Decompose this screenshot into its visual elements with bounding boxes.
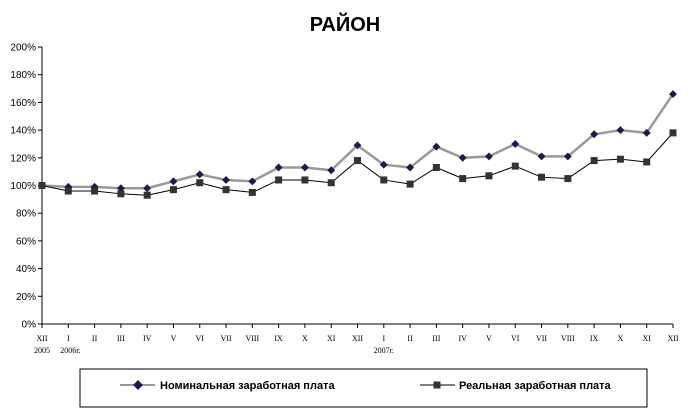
x-tick-label: I xyxy=(382,334,385,343)
y-tick-label: 60% xyxy=(16,236,36,247)
data-point-real xyxy=(643,158,651,166)
data-point-nominal xyxy=(511,139,520,148)
data-point-real xyxy=(117,190,125,198)
y-tick-label: 120% xyxy=(10,153,36,164)
x-tick-label: VIII xyxy=(561,334,575,343)
data-point-nominal xyxy=(458,153,467,162)
x-tick-label: XI xyxy=(642,334,651,343)
data-point-real xyxy=(616,155,624,163)
data-point-nominal xyxy=(353,141,362,150)
data-point-real xyxy=(91,187,99,195)
data-point-nominal xyxy=(432,142,441,151)
legend-marker-real xyxy=(433,381,441,389)
x-tick-label: VI xyxy=(511,334,520,343)
y-tick-label: 200% xyxy=(10,43,36,54)
x-tick-label: XII xyxy=(667,334,678,343)
x-tick-label: XII xyxy=(36,334,47,343)
x-tick-label: IV xyxy=(143,334,152,343)
data-point-nominal xyxy=(484,152,493,161)
data-point-real xyxy=(380,176,388,184)
data-point-nominal xyxy=(143,184,152,193)
legend-marker-nominal xyxy=(133,380,143,390)
data-point-nominal xyxy=(169,177,178,186)
x-tick-label: XI xyxy=(327,334,336,343)
data-point-real xyxy=(406,180,414,188)
data-point-nominal xyxy=(590,130,599,139)
series-line-nominal xyxy=(41,93,675,190)
x-tick-label: VII xyxy=(220,334,231,343)
data-point-nominal xyxy=(116,184,125,193)
y-tick-label: 100% xyxy=(10,181,36,192)
y-tick-label: 180% xyxy=(10,70,36,81)
x-tick-label: X xyxy=(302,334,308,343)
x-tick-label: III xyxy=(117,334,125,343)
data-point-nominal xyxy=(195,170,204,179)
data-point-nominal xyxy=(274,163,283,172)
x-tick-label: II xyxy=(92,334,98,343)
x-tick-label: III xyxy=(432,334,440,343)
data-point-real xyxy=(64,187,72,195)
x-tick-label: VI xyxy=(196,334,205,343)
x-tick-label: IV xyxy=(458,334,467,343)
x-tick-label: IX xyxy=(590,334,599,343)
y-tick-label: 80% xyxy=(16,209,36,220)
x-tick-label: V xyxy=(171,334,177,343)
data-point-real xyxy=(432,163,440,171)
data-point-real xyxy=(327,179,335,187)
data-point-real xyxy=(459,175,467,183)
x-axis: XII I II III IV V VI VII VIII IX X XI XII I II III IV V VI… xyxy=(34,323,679,355)
data-point-real xyxy=(222,186,230,194)
data-point-nominal xyxy=(300,163,309,172)
x-year-label: 2005 xyxy=(34,346,50,355)
data-point-real xyxy=(354,157,361,165)
data-point-nominal xyxy=(616,126,625,135)
series-layer xyxy=(38,90,677,199)
chart-title: РАЙОН xyxy=(310,12,380,36)
x-tick-label: VIII xyxy=(245,334,259,343)
data-point-nominal xyxy=(327,166,336,175)
x-tick-label: V xyxy=(486,334,492,343)
data-point-real xyxy=(564,175,572,183)
data-point-real xyxy=(538,173,546,181)
x-tick-label: XII xyxy=(352,334,363,343)
data-point-real xyxy=(38,182,46,189)
y-tick-label: 160% xyxy=(10,98,36,109)
data-point-nominal xyxy=(222,176,231,184)
data-point-real xyxy=(169,186,177,194)
x-year-label: 2007г. xyxy=(374,346,394,355)
y-axis: 0% 20% 40% 60% 80% 100% 120% 140% 160% 180% 200% xyxy=(10,43,43,331)
y-tick-label: 20% xyxy=(16,292,36,303)
data-point-real xyxy=(248,188,256,196)
x-tick-label: X xyxy=(618,334,624,343)
data-point-real xyxy=(301,176,309,184)
data-point-real xyxy=(275,176,283,184)
data-point-real xyxy=(196,179,204,187)
data-point-nominal xyxy=(248,177,257,186)
x-tick-label: II xyxy=(407,334,413,343)
y-tick-label: 0% xyxy=(22,320,37,331)
x-tick-label: IX xyxy=(274,334,283,343)
data-point-nominal xyxy=(537,152,546,161)
x-tick-label: I xyxy=(67,334,70,343)
legend-label-nominal: Номинальная заработная плата xyxy=(160,380,335,392)
y-tick-label: 40% xyxy=(16,264,36,275)
data-point-real xyxy=(485,172,493,180)
data-point-real xyxy=(590,157,598,165)
data-point-real xyxy=(511,162,519,170)
legend-label-real: Реальная заработная плата xyxy=(459,380,612,392)
legend-box xyxy=(79,368,648,408)
data-point-real xyxy=(143,191,151,199)
data-point-real xyxy=(669,129,677,137)
data-point-nominal xyxy=(379,160,388,169)
legend: Номинальная заработная плата Реальная за… xyxy=(79,368,648,408)
x-year-label: 2006г. xyxy=(60,346,80,355)
y-tick-label: 140% xyxy=(10,126,36,137)
x-tick-label: VII xyxy=(536,334,547,343)
